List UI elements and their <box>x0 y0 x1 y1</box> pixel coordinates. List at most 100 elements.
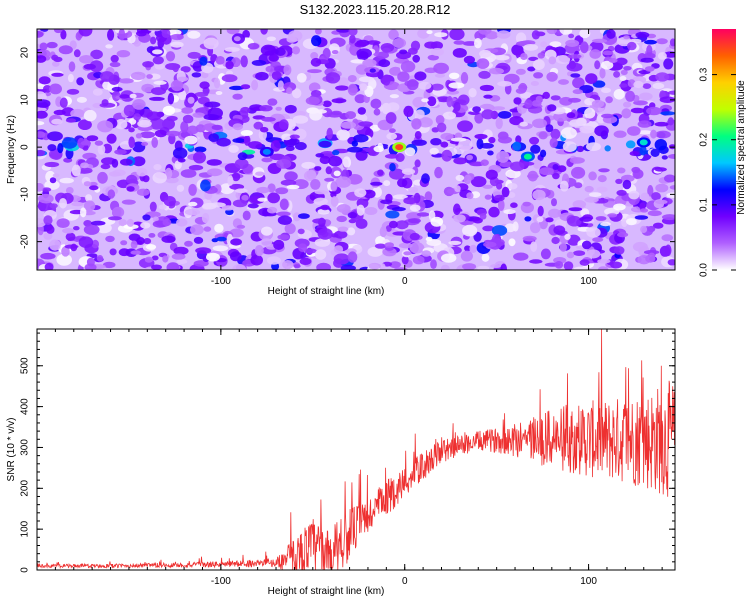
heatmap-blob <box>377 169 384 176</box>
heatmap-blob <box>592 237 604 243</box>
heatmap-blob <box>333 170 341 177</box>
heatmap-blob <box>523 44 539 51</box>
heatmap-blob <box>430 216 444 227</box>
heatmap-blob <box>388 29 399 40</box>
snr-xlabel: Height of straight line (km) <box>268 586 385 597</box>
heatmap-blob <box>351 140 358 147</box>
heatmap-blob <box>144 256 154 263</box>
heatmap-blob <box>374 243 387 249</box>
heatmap-blob <box>505 169 521 179</box>
heatmap-blob <box>617 232 629 238</box>
heatmap-blob <box>330 181 338 192</box>
heatmap-blob <box>389 94 399 99</box>
heatmap-blob <box>559 29 573 35</box>
heatmap-blob <box>576 145 585 153</box>
heatmap-blob <box>600 221 611 227</box>
figure-title: S132.2023.115.20.28.R12 <box>299 2 451 17</box>
heatmap-blob <box>152 216 159 222</box>
heatmap-blob <box>90 49 103 60</box>
heatmap-blob <box>316 262 331 270</box>
heatmap-blob <box>434 73 446 78</box>
heatmap-blob <box>591 38 608 44</box>
heatmap-blob <box>266 36 276 42</box>
heatmap-blob <box>193 151 206 164</box>
heatmap-frame <box>36 28 676 271</box>
heatmap-blob <box>605 96 613 104</box>
heatmap-blob <box>430 138 442 146</box>
snr-frame <box>36 328 676 571</box>
heatmap-blob <box>414 131 422 140</box>
heatmap-blob <box>617 167 626 174</box>
heatmap-blob <box>548 56 557 65</box>
heatmap-blob <box>126 186 135 192</box>
heatmap-blob <box>481 253 490 262</box>
heatmap-blob <box>460 72 469 84</box>
heatmap-blob <box>347 251 358 263</box>
heatmap-blob <box>100 163 111 170</box>
heatmap-blob <box>191 72 202 78</box>
heatmap-blob <box>128 118 137 125</box>
heatmap-blob <box>66 88 80 95</box>
heatmap-blob <box>585 73 598 84</box>
heatmap-blob <box>356 48 373 59</box>
heatmap-blob <box>111 86 123 92</box>
heatmap-blob <box>172 147 188 159</box>
heatmap-blob <box>176 184 185 192</box>
heatmap-blob <box>57 143 64 154</box>
heatmap-blob <box>531 30 541 40</box>
heatmap-blob <box>215 56 225 65</box>
heatmap-blob <box>546 71 558 82</box>
heatmap-blob <box>460 250 473 262</box>
heatmap-xtick-label: -100 <box>211 276 231 287</box>
heatmap-blob <box>550 95 561 101</box>
heatmap-blob <box>304 248 317 254</box>
heatmap-blob <box>398 242 413 249</box>
heatmap-blob <box>41 187 52 192</box>
heatmap-blob <box>404 147 416 157</box>
heatmap-blob <box>97 120 114 133</box>
heatmap-blob <box>598 266 609 270</box>
heatmap-xtick-label: 100 <box>580 276 597 287</box>
heatmap-blob <box>566 112 576 119</box>
heatmap-blob <box>141 83 155 93</box>
heatmap-blob <box>597 258 611 264</box>
heatmap-blob <box>644 66 655 72</box>
heatmap-blob <box>332 150 340 156</box>
heatmap-blob <box>613 89 625 100</box>
heatmap-blob <box>533 59 545 70</box>
heatmap-blob <box>483 241 497 248</box>
heatmap-blob <box>532 118 547 129</box>
heatmap-blob <box>281 133 292 141</box>
heatmap-blob <box>176 259 188 264</box>
heatmap-blob <box>535 95 543 103</box>
heatmap-blob <box>200 179 211 192</box>
heatmap-blob <box>597 175 607 183</box>
heatmap-blob <box>206 159 222 166</box>
heatmap-blob <box>276 159 292 169</box>
heatmap-blob <box>414 109 425 119</box>
heatmap-blob <box>295 142 307 151</box>
heatmap-blob <box>463 55 475 64</box>
heatmap-blob <box>47 131 63 141</box>
heatmap-blob <box>570 73 581 78</box>
heatmap-blob <box>143 238 152 245</box>
heatmap-blob <box>553 225 566 235</box>
heatmap-blob <box>116 50 131 58</box>
heatmap-cells <box>37 29 675 270</box>
heatmap-blob <box>435 115 445 125</box>
heatmap-blob <box>151 87 166 96</box>
heatmap-blob <box>538 131 548 140</box>
heatmap-blob <box>214 223 224 233</box>
heatmap-blob <box>382 47 391 53</box>
heatmap-blob <box>354 41 367 48</box>
heatmap-blob <box>485 169 498 180</box>
heatmap-blob <box>412 255 425 265</box>
heatmap-blob <box>589 192 602 198</box>
heatmap-blob <box>107 189 116 199</box>
heatmap-blob <box>386 132 398 140</box>
heatmap-blob <box>368 262 381 270</box>
heatmap-blob <box>522 201 531 207</box>
heatmap-blob <box>639 145 647 156</box>
heatmap-blob <box>101 99 109 107</box>
heatmap-blob <box>170 41 184 48</box>
